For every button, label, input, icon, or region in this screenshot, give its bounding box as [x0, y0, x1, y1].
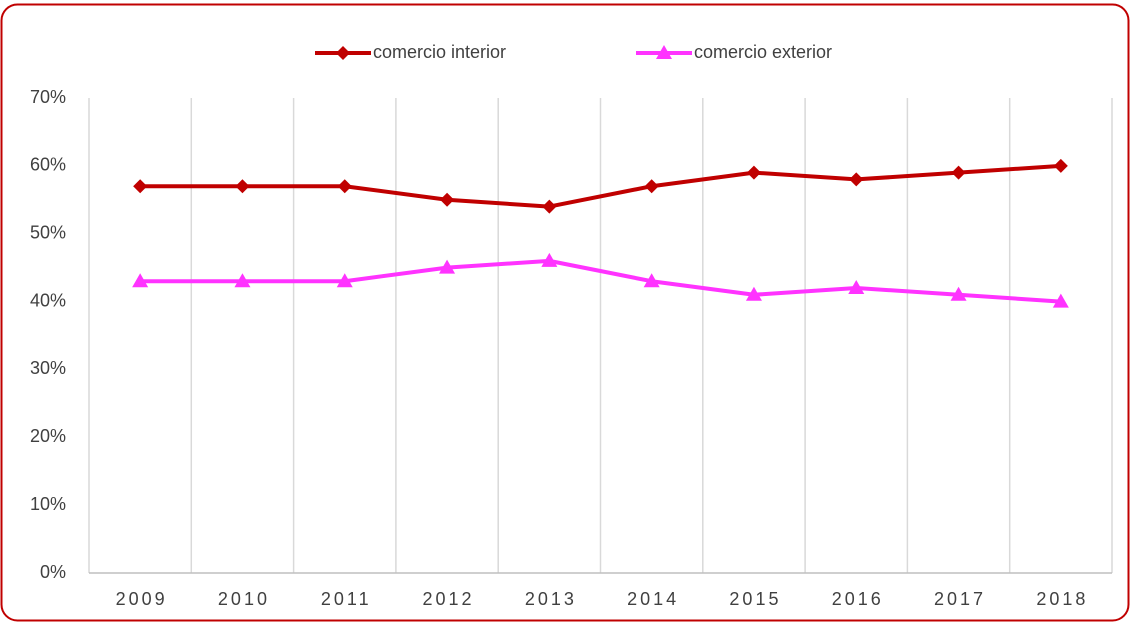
y-tick-label: 70% [30, 87, 66, 107]
legend-label: comercio interior [373, 42, 506, 62]
point [745, 286, 762, 301]
x-tick-label: 2010 [218, 589, 270, 609]
y-tick-label: 50% [30, 222, 66, 242]
legend-label: comercio exterior [694, 42, 832, 62]
y-tick-label: 20% [30, 426, 66, 446]
point [235, 179, 250, 194]
x-tick-label: 2013 [525, 589, 577, 609]
x-tick-label: 2017 [934, 589, 986, 609]
y-tick-label: 60% [30, 155, 66, 175]
point [133, 179, 148, 194]
y-tick-label: 0% [40, 562, 66, 582]
point [951, 165, 966, 180]
point [336, 273, 353, 288]
x-tick-label: 2011 [321, 589, 372, 609]
point [336, 46, 350, 60]
point [542, 199, 557, 214]
x-tick-label: 2016 [832, 589, 884, 609]
point [132, 273, 149, 288]
point [1053, 158, 1068, 173]
point [848, 280, 865, 294]
x-tick-label: 2009 [116, 589, 168, 609]
point [643, 273, 660, 288]
point [337, 179, 352, 194]
y-tick-label: 30% [30, 358, 66, 378]
point [1052, 293, 1069, 308]
point [656, 45, 672, 59]
chart-border [0, 3, 1130, 622]
x-tick-label: 2018 [1036, 589, 1088, 609]
y-tick-label: 10% [30, 494, 66, 514]
point [849, 172, 864, 187]
point [950, 286, 967, 301]
x-tick-label: 2014 [627, 589, 679, 609]
point [541, 252, 558, 267]
point [234, 273, 251, 288]
point [644, 179, 659, 194]
x-tick-label: 2012 [423, 589, 475, 609]
x-tick-label: 2015 [729, 589, 781, 609]
point [746, 165, 761, 180]
series-line [140, 163, 1061, 209]
series-line [140, 258, 1061, 304]
point [440, 192, 455, 207]
y-tick-label: 40% [30, 290, 66, 310]
point [439, 259, 456, 274]
